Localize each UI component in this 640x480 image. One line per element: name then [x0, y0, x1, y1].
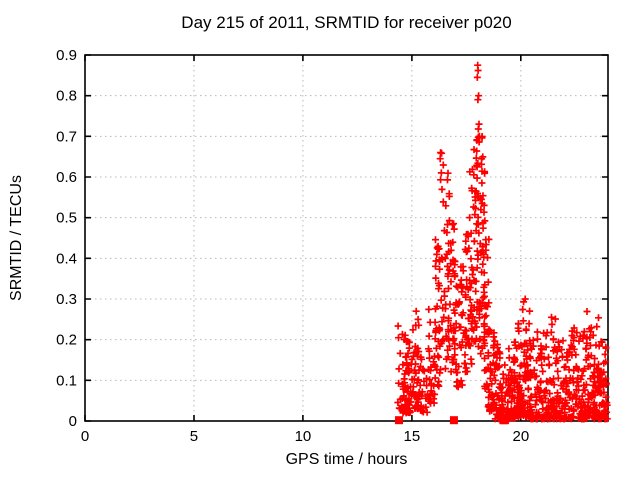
y-tick-label: 0.1 — [56, 372, 77, 389]
y-tick-label: 0.5 — [56, 210, 77, 227]
data-point-square — [500, 416, 509, 425]
y-tick-label: 0.8 — [56, 88, 77, 105]
data-points-plus — [394, 61, 611, 423]
y-tick-label: 0.9 — [56, 47, 77, 64]
x-tick-label: 20 — [512, 428, 529, 445]
plot-border — [84, 54, 609, 422]
chart-title: Day 215 of 2011, SRMTID for receiver p02… — [181, 13, 512, 32]
x-tick-label: 5 — [190, 428, 198, 445]
x-tick-label: 10 — [295, 428, 312, 445]
y-tick-label: 0.3 — [56, 291, 77, 308]
data-point-square — [449, 416, 458, 425]
y-tick-label: 0.2 — [56, 332, 77, 349]
y-tick-label: 0.7 — [56, 128, 77, 145]
x-tick-label: 0 — [81, 428, 89, 445]
x-tick-label: 15 — [404, 428, 421, 445]
x-axis-label: GPS time / hours — [285, 451, 408, 468]
y-tick-label: 0.4 — [56, 250, 77, 267]
data-point-square — [395, 416, 404, 425]
y-tick-label: 0 — [69, 413, 77, 430]
y-tick-label: 0.6 — [56, 169, 77, 186]
